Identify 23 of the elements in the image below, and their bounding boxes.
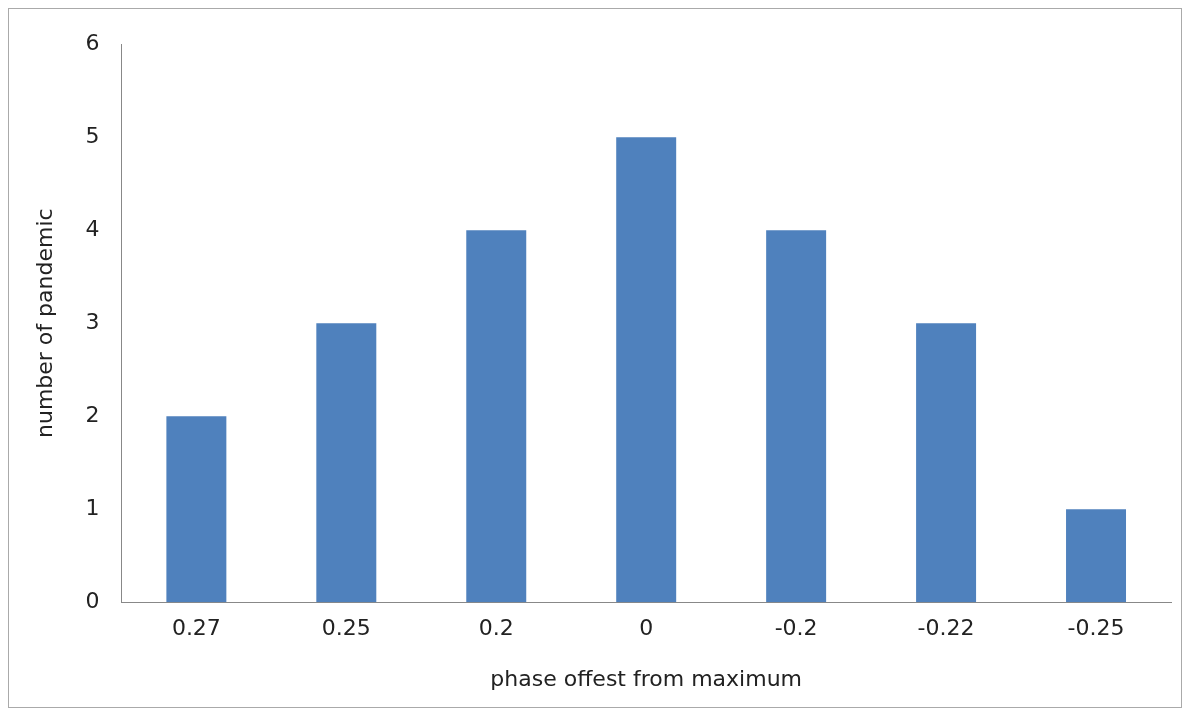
y-tick-label: 2 [85, 401, 100, 427]
x-tick-label: 0.27 [171, 615, 221, 641]
bar [916, 323, 977, 603]
x-tick-label: 0 [639, 615, 654, 641]
x-tick-label: 0.25 [321, 615, 371, 641]
bar [316, 323, 377, 603]
y-tick-label: 1 [85, 494, 100, 520]
y-tick-label: 6 [85, 29, 100, 55]
x-tick-label: -0.22 [917, 615, 975, 641]
bar [766, 230, 827, 603]
bar [466, 230, 527, 603]
x-tick-label: -0.25 [1067, 615, 1125, 641]
y-tick-label: 3 [85, 308, 100, 334]
x-tick-label: -0.2 [774, 615, 818, 641]
x-axis-title: phase offest from maximum [490, 665, 803, 691]
bar [1066, 509, 1127, 603]
y-axis-title: number of pandemic [31, 208, 57, 438]
y-tick-label: 5 [85, 122, 100, 148]
y-tick-label: 4 [85, 215, 100, 241]
y-tick-label: 0 [85, 587, 100, 613]
x-tick-label: 0.2 [478, 615, 514, 641]
bar [166, 416, 227, 603]
bar [616, 137, 677, 603]
